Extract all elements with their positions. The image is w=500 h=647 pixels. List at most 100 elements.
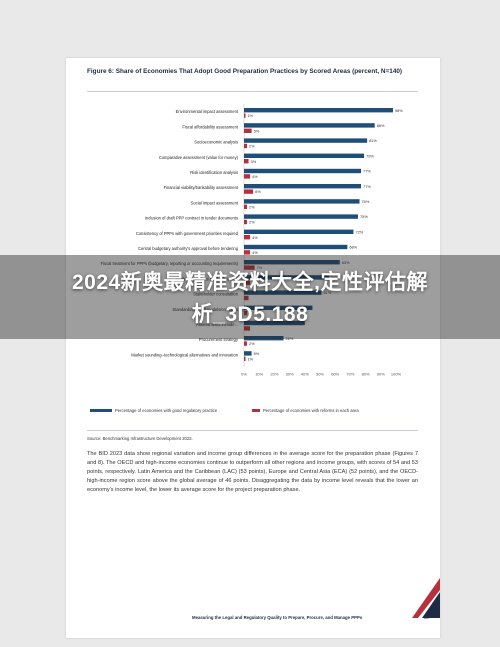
source-note: Source: Benchmarking Infrastructure Deve… — [87, 436, 193, 441]
legend-good: Percentage of economies with good regula… — [90, 408, 217, 413]
x-tick-label: 0% — [241, 371, 247, 376]
bar-reform — [244, 265, 255, 270]
page-number: 33 — [424, 615, 429, 620]
bar-good — [244, 275, 330, 280]
bar-good — [244, 214, 358, 219]
category-label: Comparative assessment (value for money) — [159, 155, 239, 160]
watermark-line-1: 2024新奥最精准资料大全,定性评估解 — [71, 271, 429, 294]
value-label-reform: 4% — [252, 235, 258, 240]
bar-reform — [244, 204, 248, 209]
bar-reform — [244, 356, 246, 361]
value-label-good: 86% — [377, 123, 385, 128]
value-label-good: 5% — [254, 351, 260, 356]
footer-decoration — [412, 578, 440, 618]
value-label-reform: 2% — [249, 204, 255, 209]
bar-good — [244, 351, 252, 356]
category-label: Inclusion of draft PPP contract in tende… — [145, 216, 238, 221]
bar-chart: Environmental impact assessment 98% 1% Fisc… — [101, 104, 403, 376]
value-label-good: 26% — [286, 336, 294, 341]
category-label: Assessments include... — [196, 322, 238, 327]
value-label-reform: 2% — [249, 144, 255, 149]
category-label: Fiscal treatment for PPPs (budgetary, re… — [101, 261, 239, 266]
legend-swatch-good — [90, 408, 112, 413]
bar-reform — [244, 113, 246, 118]
category-label: Fiscal affordability assessment — [182, 124, 239, 129]
legend-swatch-reform — [252, 408, 260, 413]
value-label-reform: 1% — [248, 113, 254, 118]
value-label-reform: 5% — [254, 128, 260, 133]
category-label: Consistency of PPPs with government prio… — [136, 231, 239, 236]
category-label: Procurement strategy — [199, 337, 239, 342]
bar-reform — [244, 235, 251, 240]
value-label-good: 56% — [331, 275, 339, 280]
legend-reform: Percentage of economies with reforms in … — [252, 408, 359, 413]
legend-label-good: Percentage of economies with good regula… — [115, 408, 218, 413]
title-divider — [87, 91, 418, 92]
x-tick-label: 60% — [331, 371, 339, 376]
watermark-line-2: 析_3D5.188 — [191, 303, 309, 326]
x-tick-label: 10% — [255, 371, 263, 376]
category-label: Social impact assessment — [191, 200, 239, 205]
bar-good — [244, 320, 305, 326]
value-label-good: 79% — [366, 153, 374, 158]
category-label: Tender documents available online — [175, 276, 239, 281]
bar-good — [244, 168, 362, 174]
bar-reform — [244, 219, 248, 225]
category-label: Risk identification analysis — [190, 170, 238, 175]
watermark-band — [0, 255, 500, 339]
value-label-good: 77% — [363, 169, 371, 174]
value-label-reform: 2% — [249, 341, 255, 346]
legend-label-reform: Percentage of economies with reforms in … — [263, 408, 359, 413]
bar-good — [244, 244, 348, 250]
value-label-reform: 3% — [251, 159, 257, 164]
value-label-good: 51% — [324, 290, 332, 295]
report-page: Figure 6: Share of Economies That Adopt … — [66, 58, 440, 638]
bar-reform — [244, 128, 252, 133]
category-label: Financial viability/bankability assessme… — [164, 185, 239, 190]
bar-reform — [244, 143, 248, 149]
figure-title: Figure 6: Share of Economies That Adopt … — [87, 68, 403, 75]
bar-reform — [244, 189, 254, 194]
bar-good — [244, 123, 375, 128]
value-label-reform: 4% — [252, 250, 258, 255]
bar-reform — [244, 174, 251, 179]
bar-good — [244, 336, 284, 341]
value-label-good: 63% — [342, 260, 350, 265]
body-paragraph: The BID 2023 data show regional variatio… — [87, 451, 418, 493]
value-label-good: 77% — [363, 184, 371, 189]
x-tick-label: 70% — [346, 371, 354, 376]
bar-good — [244, 199, 360, 204]
bar-reform — [244, 159, 249, 164]
category-label: Environmental impact assessment — [176, 109, 239, 114]
bar-reform — [244, 295, 249, 301]
bar-reform — [244, 280, 251, 285]
value-label-reform: 6% — [252, 280, 258, 285]
x-tick-label: 90% — [377, 371, 385, 376]
value-label-reform: 4% — [252, 174, 258, 179]
x-tick-label: 80% — [362, 371, 370, 376]
bar-good — [244, 260, 340, 265]
bar-reform — [244, 326, 251, 331]
value-label-reform: 1% — [248, 356, 254, 361]
category-label: Standardized PPP models/contracts — [173, 307, 238, 312]
x-tick-label: 50% — [316, 371, 324, 376]
footer-title: Measuring the Legal and Regulatory Quali… — [192, 615, 363, 620]
bar-reform — [244, 311, 248, 316]
x-tick-label: 40% — [301, 371, 309, 376]
x-tick-label: 30% — [286, 371, 294, 376]
bar-good — [244, 229, 354, 234]
value-label-good: 75% — [360, 214, 368, 219]
value-label-reform: 6% — [255, 189, 261, 194]
source-divider — [87, 430, 418, 431]
category-label: Stakeholder consultation — [193, 292, 239, 297]
bar-reform — [244, 341, 248, 346]
bar-good — [244, 153, 365, 158]
value-label-good: 81% — [369, 138, 377, 143]
bar-good — [244, 305, 313, 310]
category-label: Socioeconomic analysis — [194, 140, 238, 145]
category-label: Central budgetary authority's approval b… — [138, 246, 239, 251]
value-label-reform: 7% — [257, 265, 263, 270]
value-label-good: 98% — [395, 108, 403, 113]
bar-good — [244, 108, 393, 113]
value-label-reform: 2% — [249, 220, 255, 225]
